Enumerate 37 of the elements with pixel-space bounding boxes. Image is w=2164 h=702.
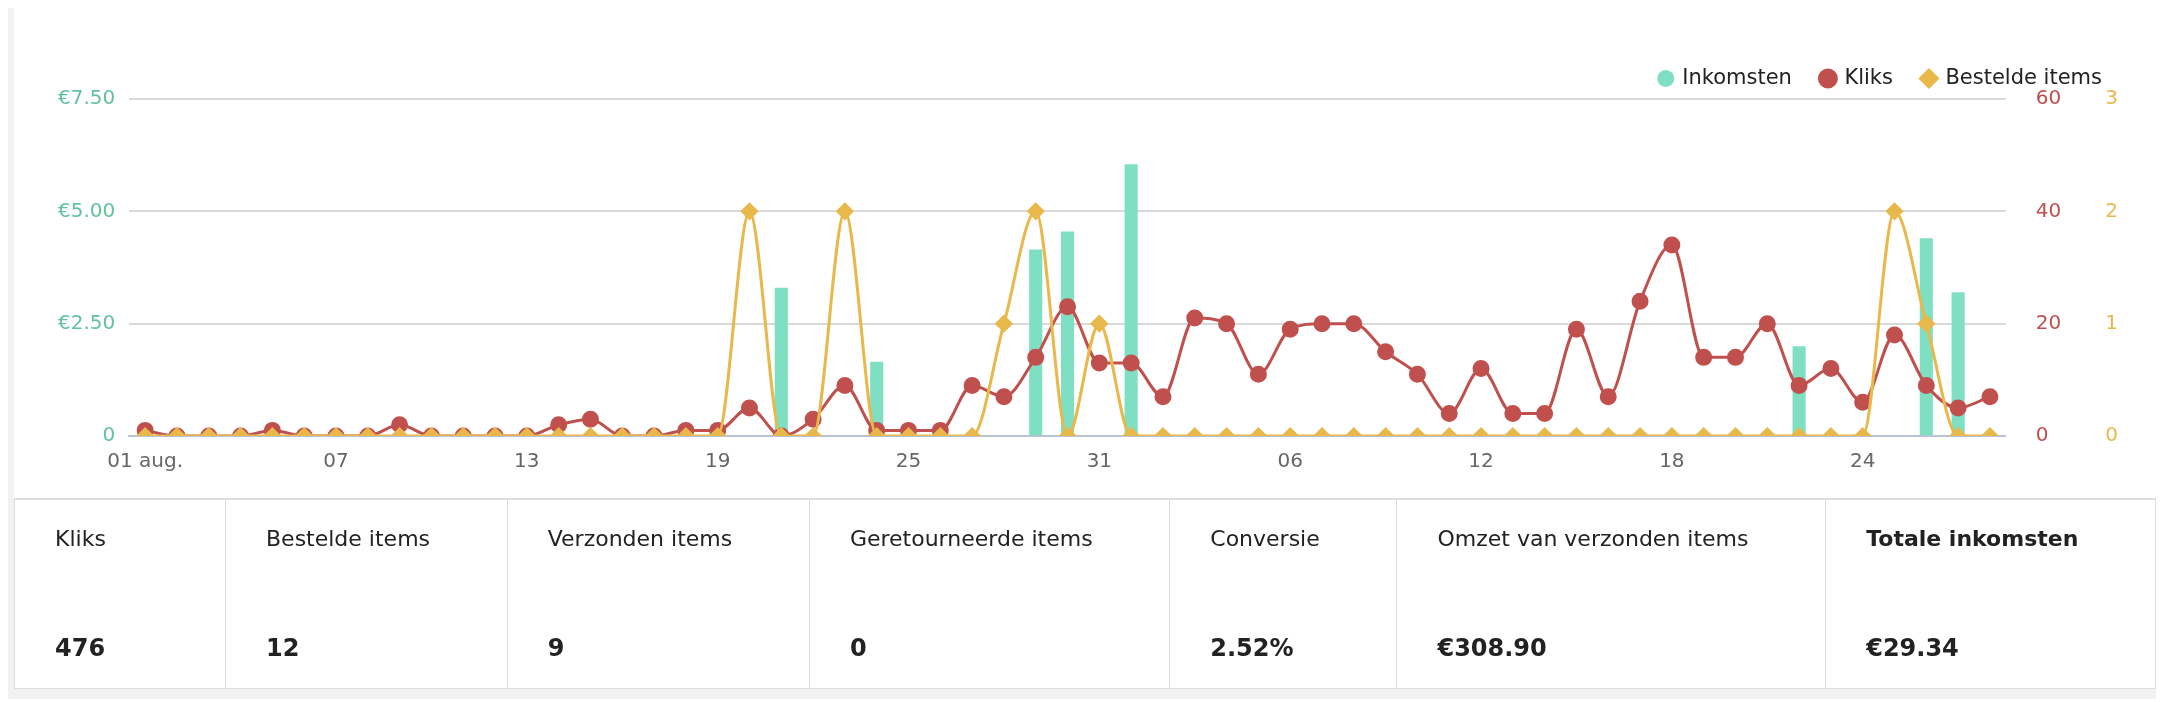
y2-tick-label: 0 [2035,422,2049,447]
x-tick-label: 24 [1849,448,1876,473]
category-label: Omzet van verzonden items [1437,526,1750,551]
x-tick-label: 12 [1468,448,1494,473]
x-tick-label: 06 [1277,448,1303,473]
category-label: Totale inkomsten [1866,526,2080,551]
x-tick-label: 18 [1659,448,1685,473]
category-label: Verzonden items [547,526,734,551]
text: 2.52% [1210,634,1294,662]
y-tick-label: 0 [102,422,116,447]
category-label: Conversie [1210,526,1321,551]
y3-tick-label: 3 [2105,85,2119,110]
y-tick-label: €7.50 [57,85,116,110]
y2-tick-label: 20 [2035,309,2062,334]
text: 0 [849,634,867,662]
category-label: Geretourneerde items [849,526,1094,551]
y-tick-label: €2.50 [57,309,116,334]
legend-label: Inkomsten [1682,64,1792,89]
y3-tick-label: 0 [2105,422,2119,447]
y2-tick-label: 40 [2035,197,2062,222]
y3-tick-label: 2 [2105,197,2119,222]
x-tick-label: 07 [323,448,349,473]
x-tick-label: 31 [1086,448,1113,473]
text: 12 [266,634,300,662]
y3-tick-label: 1 [2105,309,2119,334]
text: 9 [547,634,565,662]
text: €308.90 [1437,634,1547,662]
category-label: Kliks [55,526,107,551]
x-tick-label: 19 [704,448,731,473]
category-label: Bestelde items [266,526,432,551]
text: €29.34 [1866,634,1959,662]
x-tick-label: 25 [895,448,922,473]
text: 476 [55,634,106,662]
legend-label: Kliks [1844,64,1893,89]
y-tick-label: €5.00 [57,197,116,222]
x-tick-label: 01 aug. [107,448,184,473]
x-tick-label: 13 [514,448,540,473]
